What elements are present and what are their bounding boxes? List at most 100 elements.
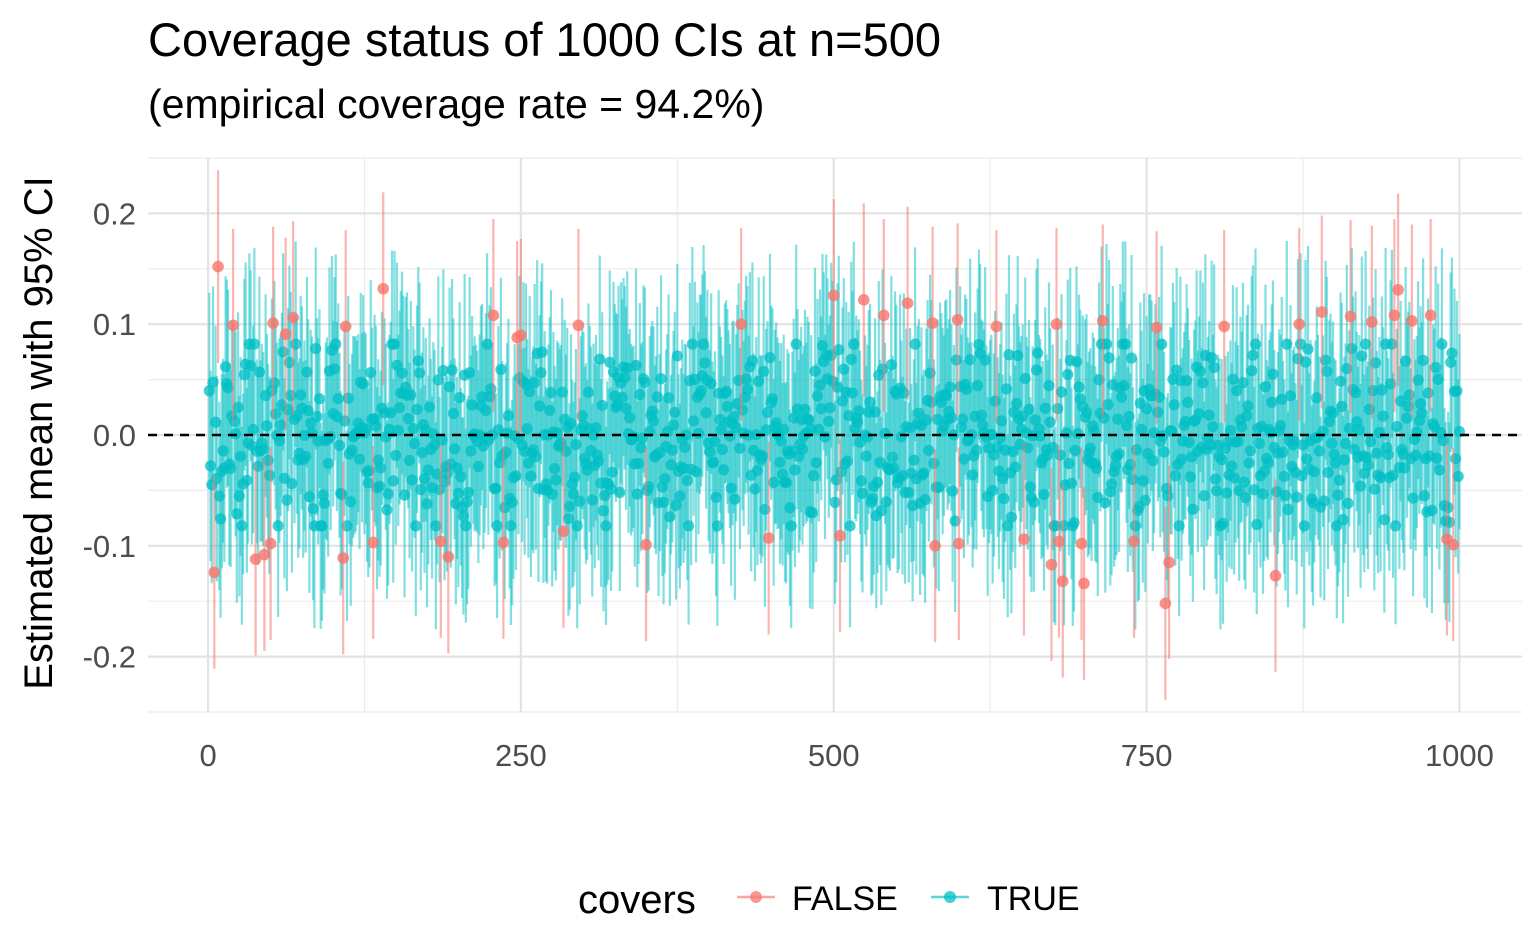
x-tick-label: 250: [495, 738, 547, 773]
ci-point-false: [264, 537, 277, 550]
ci-point-false: [1406, 315, 1418, 327]
ci-point-false: [926, 317, 939, 329]
ci-point-true: [1139, 494, 1151, 506]
legend-label-false: FALSE: [792, 880, 898, 918]
ci-point-true: [1044, 416, 1056, 428]
ci-point-true: [495, 363, 507, 376]
ci-point-false: [1078, 577, 1090, 590]
legend-item-false: FALSE: [737, 880, 898, 918]
ci-point-true: [410, 520, 422, 532]
ci-point-true: [1125, 352, 1138, 364]
ci-point-false: [497, 536, 510, 549]
ci-point-false: [339, 320, 352, 333]
ci-point-true: [947, 485, 959, 497]
ci-point-false: [212, 260, 224, 273]
ci-point-true: [1342, 497, 1354, 509]
ci-point-false: [227, 319, 239, 332]
ci-point-true: [1442, 501, 1454, 514]
ci-point-false: [1163, 556, 1175, 569]
ci-point-false: [1056, 575, 1069, 588]
ci-point-false: [929, 540, 941, 552]
ci-point-false: [279, 328, 292, 340]
y-tick-label: -0.1: [83, 529, 136, 564]
ci-point-true: [330, 338, 342, 350]
y-tick-label: 0.0: [93, 418, 136, 453]
ci-point-false: [1269, 569, 1282, 582]
ci-point-true: [241, 474, 253, 487]
ci-point-false: [878, 309, 890, 322]
ci-point-false: [834, 530, 846, 542]
ci-point-false: [557, 525, 570, 538]
ci-point-false: [287, 311, 299, 324]
ci-point-false: [442, 551, 455, 563]
ci-point-true: [594, 353, 606, 365]
ci-point-false: [1218, 320, 1230, 333]
ci-point-true: [1206, 352, 1218, 364]
ci-point-true: [614, 486, 626, 499]
ci-point-true: [446, 364, 458, 376]
ci-point-false: [377, 282, 390, 295]
ci-point-false: [901, 297, 914, 309]
x-tick-label: 750: [1121, 738, 1173, 773]
ci-point-true: [1028, 496, 1040, 508]
series-true: [203, 240, 1466, 630]
ci-point-false: [337, 552, 350, 564]
ci-point-true: [311, 411, 323, 423]
ci-point-false: [1050, 318, 1063, 331]
ci-point-false: [1293, 318, 1306, 331]
series-false: [208, 170, 1459, 700]
ci-point-false: [1344, 310, 1357, 323]
ci-point-false: [951, 313, 964, 326]
ci-point-false: [1045, 558, 1058, 571]
ci-point-true: [536, 346, 548, 358]
x-tick-label: 1000: [1425, 738, 1494, 773]
ci-point-true: [790, 338, 802, 350]
y-tick-label: 0.2: [93, 196, 136, 231]
ci-point-true: [964, 354, 976, 366]
ci-point-false: [1018, 533, 1030, 545]
ci-point-false: [367, 536, 380, 549]
ci-point-false: [640, 538, 652, 551]
ci-point-false: [487, 309, 500, 322]
ci-point-true: [1452, 470, 1464, 483]
ci-point-true: [682, 520, 695, 532]
ci-point-true: [236, 520, 248, 532]
ci-point-false: [1150, 321, 1163, 334]
ci-point-false: [267, 317, 279, 329]
ci-point-false: [515, 329, 527, 342]
ci-point-false: [1424, 309, 1437, 322]
ci-point-false: [953, 537, 965, 550]
ci-point-true: [1436, 338, 1448, 350]
ci-point-true: [1156, 338, 1168, 350]
y-tick-label: -0.2: [83, 640, 136, 675]
legend: covers FALSE TRUE: [578, 878, 1080, 922]
ci-point-true: [1302, 343, 1314, 355]
ci-point-false: [572, 319, 585, 332]
y-axis-title: Estimated mean with 95% CI: [17, 176, 61, 690]
ci-point-false: [990, 320, 1003, 333]
ci-point-false: [1096, 315, 1109, 327]
x-axis: 0 250 500 750 1000: [199, 738, 1493, 773]
y-tick-label: 0.1: [93, 307, 136, 342]
ci-point-true: [272, 520, 284, 532]
chart-title: Coverage status of 1000 CIs at n=500: [148, 13, 941, 66]
x-tick-label: 500: [808, 738, 860, 773]
ci-point-true: [1291, 491, 1303, 503]
ci-point-true: [1062, 368, 1074, 381]
ci-point-false: [1392, 284, 1404, 296]
ci-point-true: [844, 520, 856, 532]
ci-point-false: [208, 566, 221, 579]
ci-point-false: [735, 318, 747, 331]
ci-point-false: [258, 548, 271, 561]
ci-point-false: [435, 535, 447, 548]
ci-point-true: [655, 373, 667, 385]
ci-point-false: [1128, 535, 1140, 548]
ci-point-true: [970, 444, 983, 456]
ci-point-true: [248, 338, 260, 350]
ci-point-true: [1267, 368, 1279, 380]
ci-point-false: [1366, 316, 1378, 328]
legend-key-point-true: [944, 891, 956, 903]
ci-point-true: [711, 520, 723, 532]
ci-point-false: [762, 532, 775, 544]
